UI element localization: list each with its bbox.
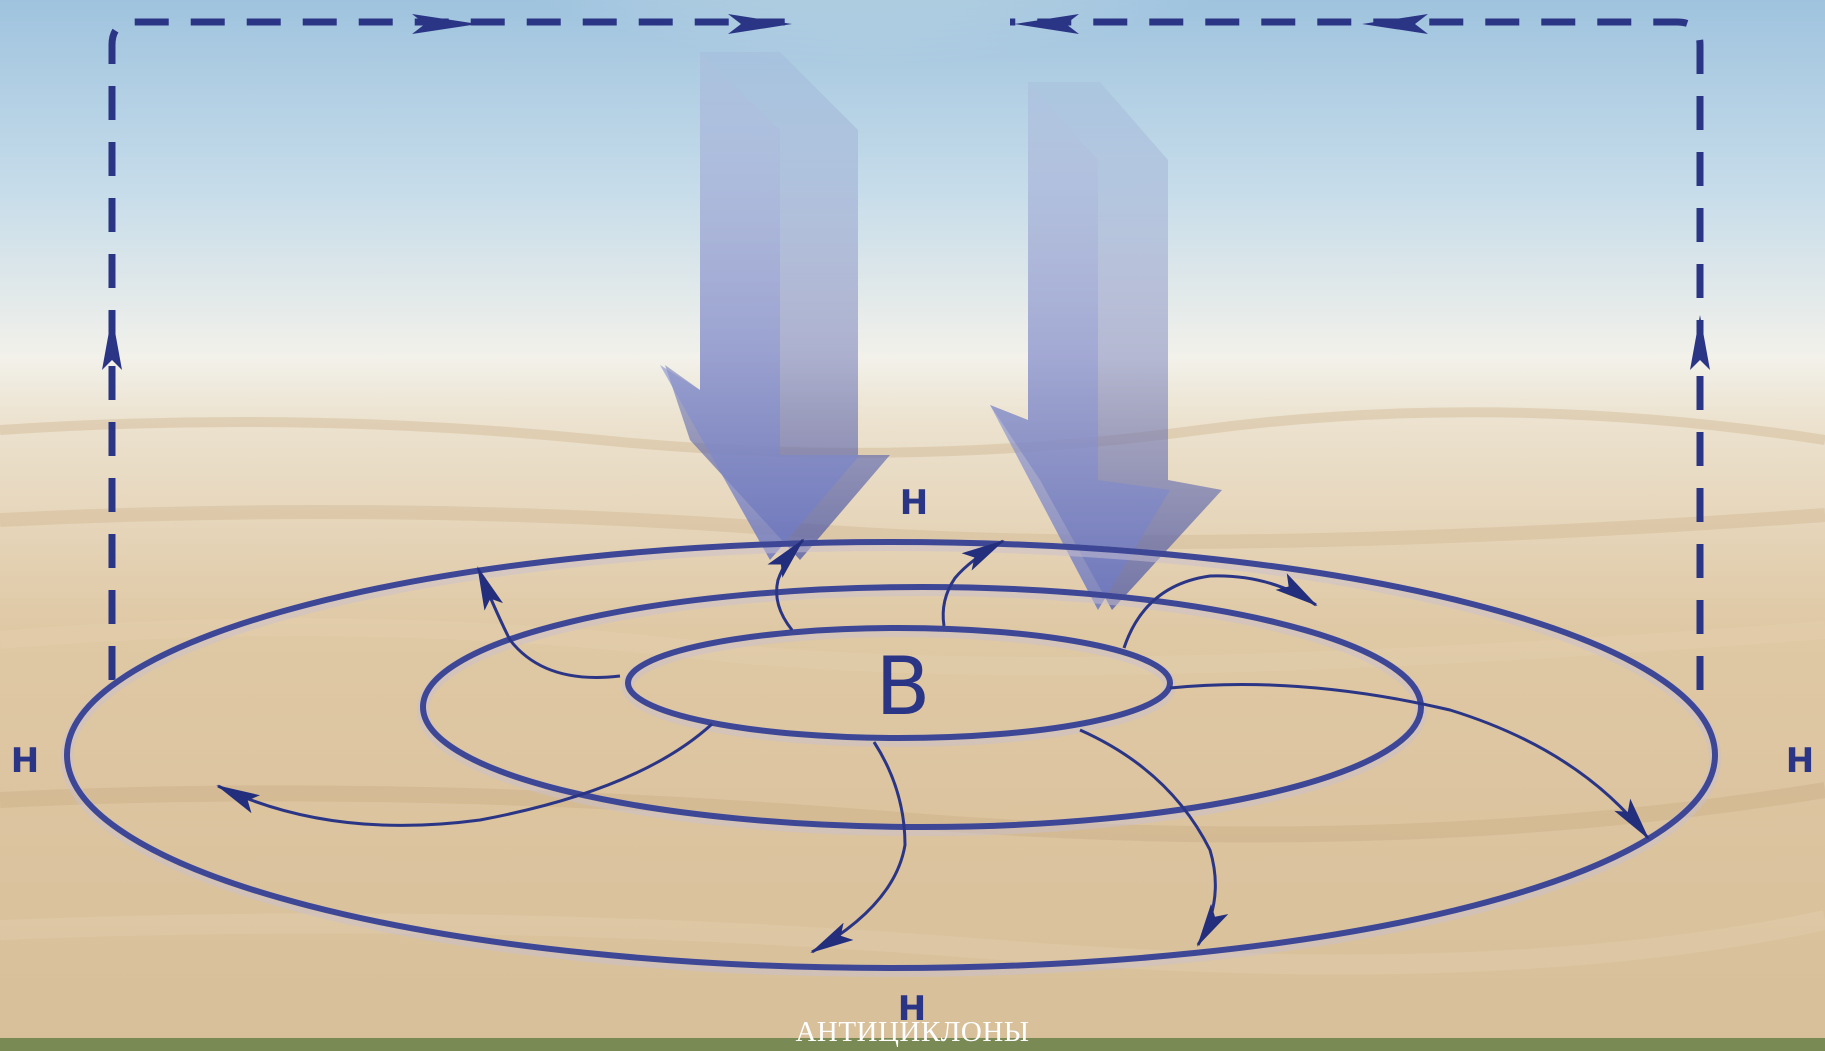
loop-direction-arrows — [102, 14, 1710, 370]
outflow-arrow-right — [1169, 683, 1650, 840]
label-low-right: Н — [1786, 741, 1814, 781]
label-low-top: Н — [900, 483, 928, 523]
outflow-arrow-top-mid — [941, 539, 1005, 627]
upper-circulation-loop — [108, 18, 1704, 690]
loop-arrow-right-up — [1690, 315, 1710, 370]
outflow-arrow-bottom-mid — [810, 741, 907, 954]
center-label-high: В — [876, 640, 931, 733]
outflow-arrow-bottom-right — [1079, 728, 1229, 947]
isobars — [61, 539, 1721, 977]
footer-band — [0, 1038, 1825, 1051]
loop-arrow-top-right-1 — [1014, 14, 1079, 34]
ground-texture — [0, 407, 1825, 975]
outflow-arrow-top-left — [767, 538, 805, 631]
loop-arrow-top-left-1 — [412, 14, 478, 34]
diagram-caption: АНТИЦИКЛОНЫ — [795, 1016, 1030, 1048]
loop-arrow-top-right-2 — [1362, 14, 1428, 34]
descending-air-arrow-left — [660, 52, 890, 560]
right-return-path — [1010, 18, 1704, 690]
outflow-arrow-left — [216, 722, 714, 827]
descending-air-arrow-right — [990, 82, 1222, 610]
loop-arrow-left-up — [102, 315, 122, 370]
outflow-arrow-top-right — [1122, 573, 1318, 649]
outflow-arrows — [216, 538, 1650, 954]
label-low-left: Н — [11, 741, 39, 781]
outflow-arrow-upper-left — [476, 566, 621, 679]
left-return-path — [108, 18, 790, 680]
label-low-bottom: Н — [898, 989, 926, 1029]
loop-arrow-top-left-2 — [728, 14, 792, 34]
